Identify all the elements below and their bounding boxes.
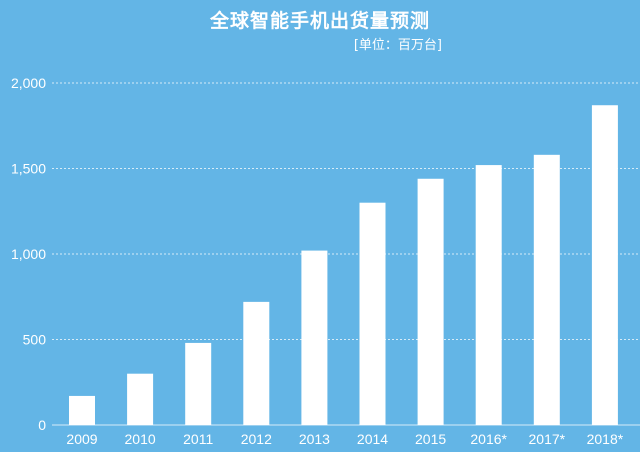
- bars: [69, 105, 618, 425]
- bar-2014: [359, 202, 386, 425]
- x-axis-ticks: 2009 2010 2011 2012 2013 2014 2015 2016* 2017* 20…: [66, 431, 623, 447]
- bar-2015: [417, 178, 444, 425]
- x-tick-label: 2016*: [470, 431, 507, 447]
- y-axis-ticks: 0 500 1,000 1,500 2,000: [11, 75, 46, 433]
- y-tick-label: 1,500: [11, 161, 46, 177]
- x-tick-label: 2009: [66, 431, 97, 447]
- bar-2010: [127, 373, 154, 425]
- bar-2013: [301, 250, 328, 425]
- bar-2009: [69, 395, 95, 425]
- y-tick-label: 2,000: [11, 75, 46, 91]
- bar-2018-forecast: [591, 105, 618, 425]
- y-tick-label: 1,000: [11, 246, 46, 262]
- y-tick-label: 500: [23, 332, 47, 348]
- x-tick-label: 2013: [299, 431, 330, 447]
- x-tick-label: 2018*: [587, 431, 624, 447]
- chart-subtitle: [单位：百万台]: [353, 38, 442, 53]
- bar-2017-forecast: [533, 154, 560, 425]
- y-tick-label: 0: [38, 417, 46, 433]
- bar-2011: [185, 342, 212, 425]
- x-tick-label: 2010: [125, 431, 156, 447]
- x-tick-label: 2012: [241, 431, 272, 447]
- bar-2012: [243, 301, 270, 425]
- x-tick-label: 2011: [183, 431, 213, 447]
- chart-title: 全球智能手机出货量预测: [209, 10, 430, 32]
- x-tick-label: 2017*: [529, 431, 566, 447]
- x-tick-label: 2015: [415, 431, 446, 447]
- x-tick-label: 2014: [357, 431, 388, 447]
- bar-2016-forecast: [475, 165, 502, 425]
